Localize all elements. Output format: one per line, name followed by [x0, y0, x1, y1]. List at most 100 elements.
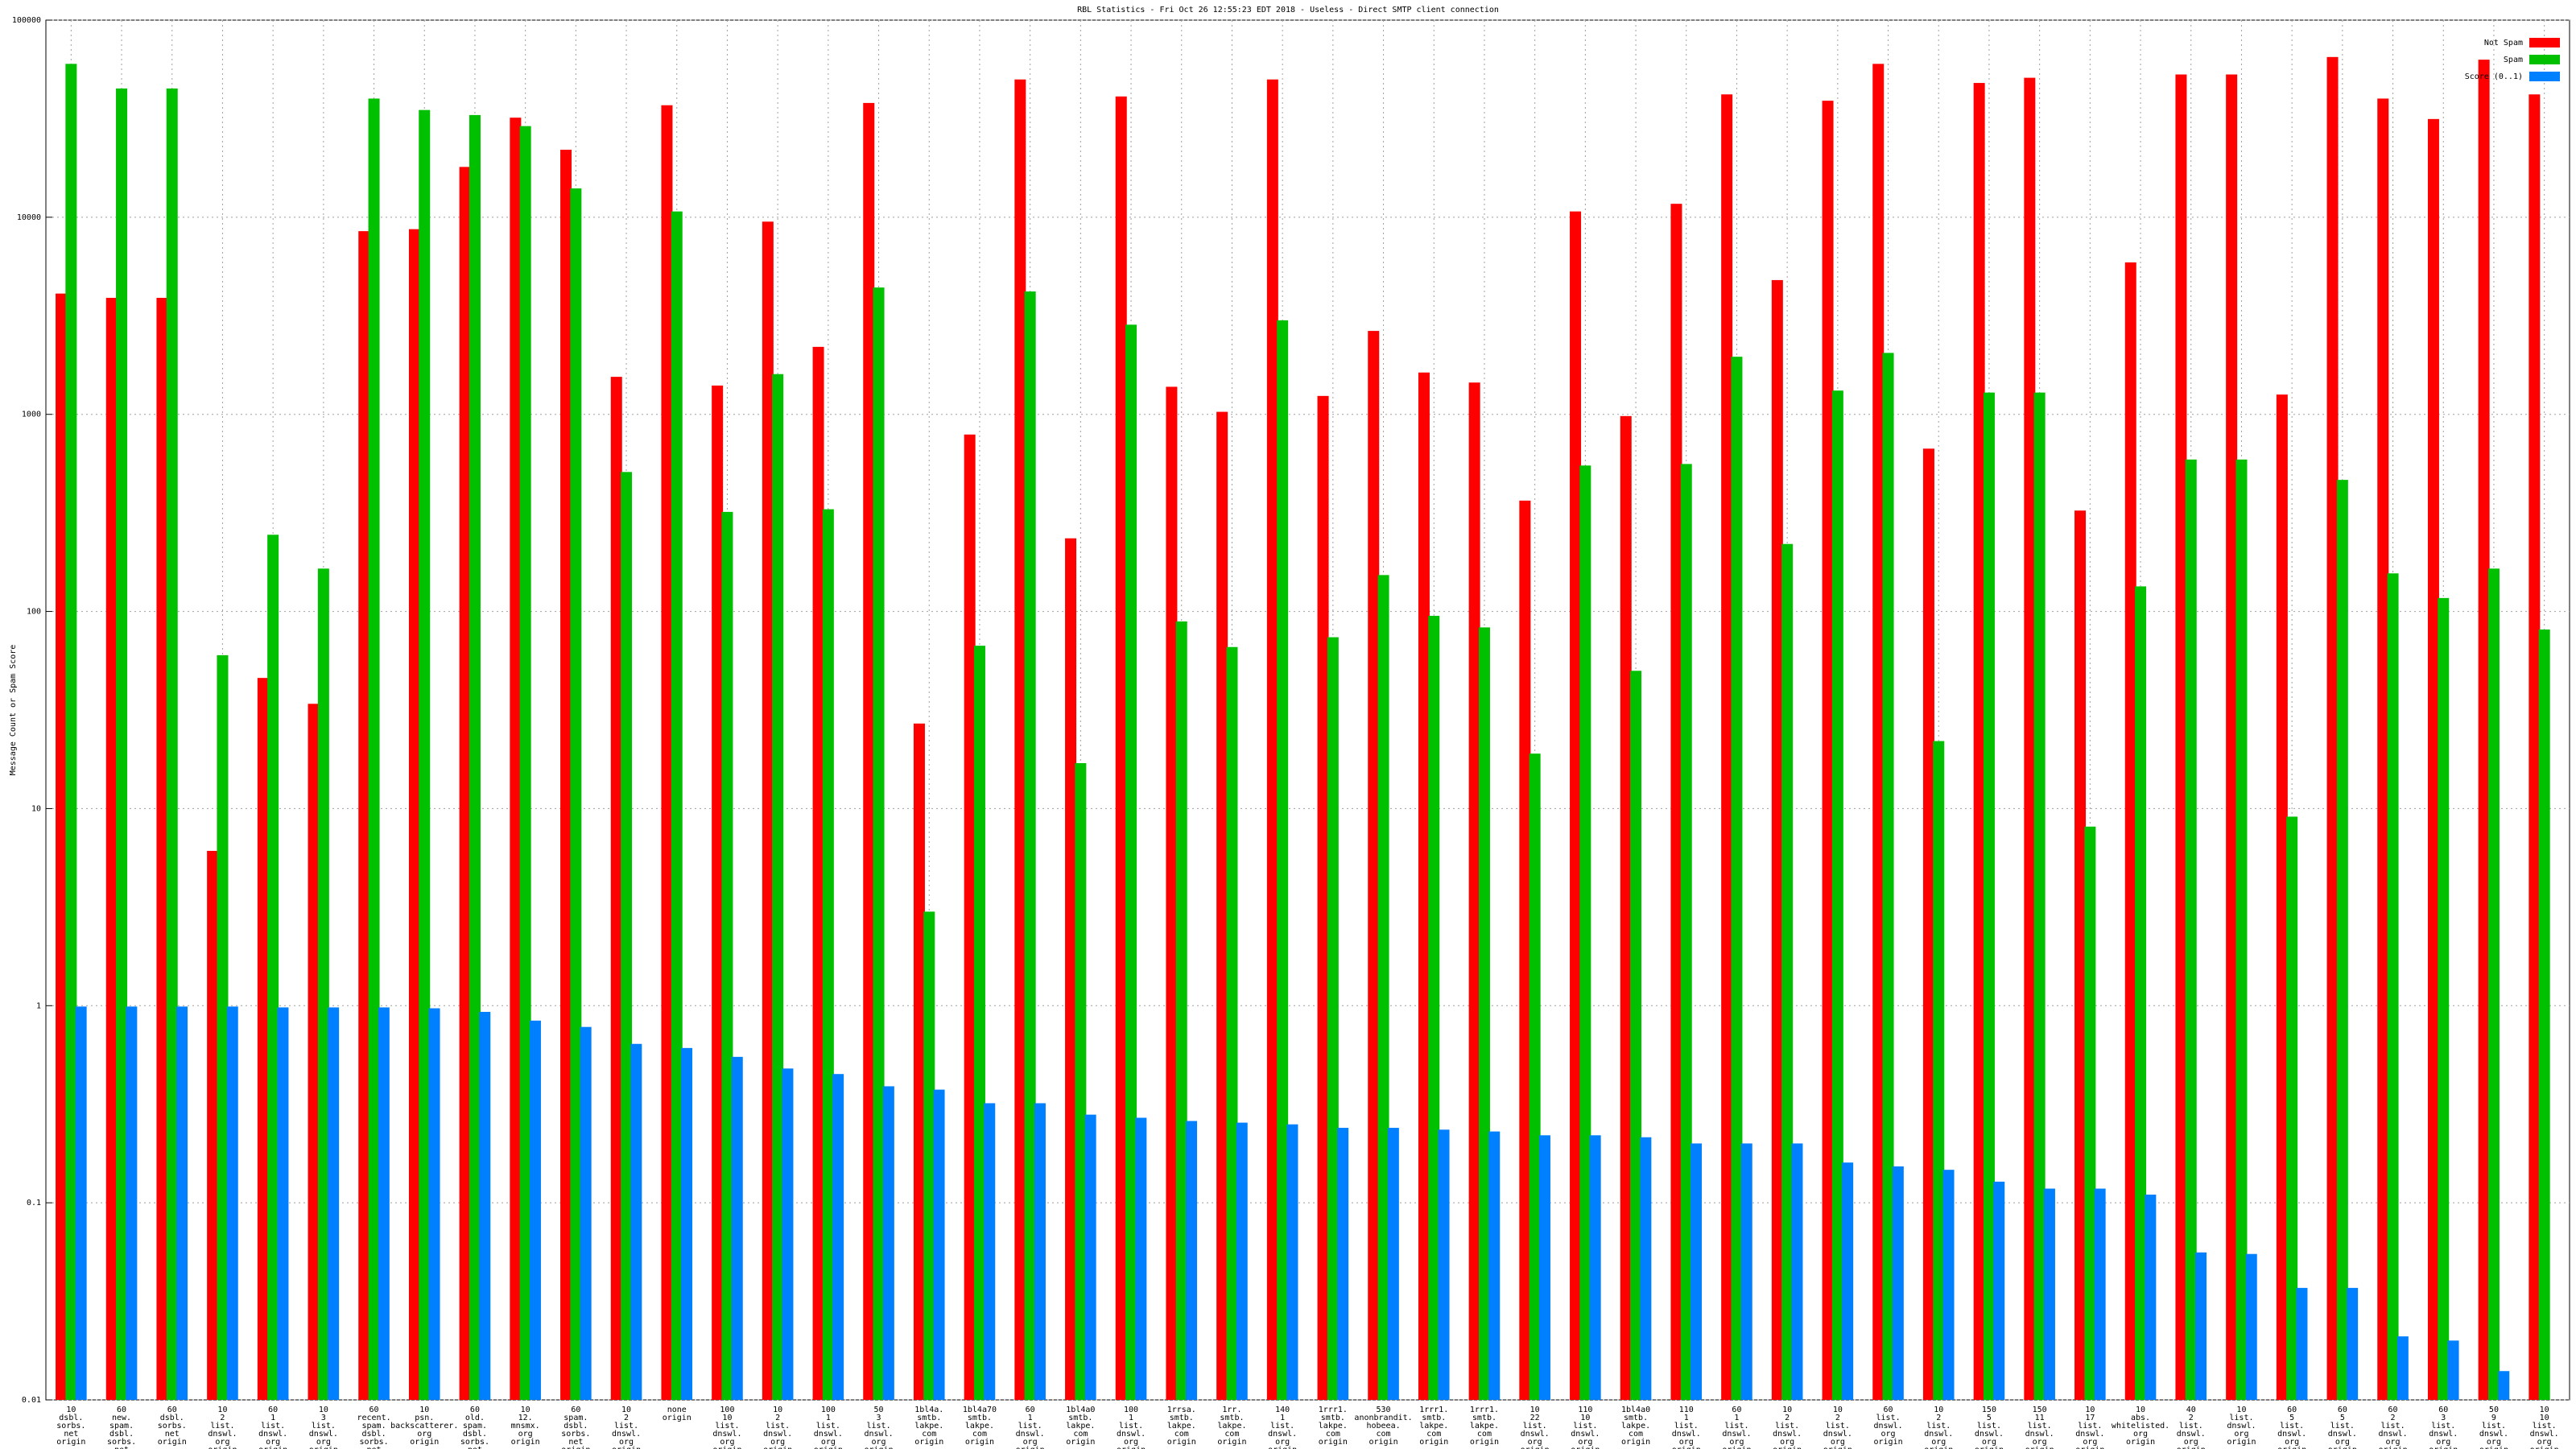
- bar: [1084, 1114, 1096, 1400]
- bar: [661, 105, 673, 1401]
- bar: [1327, 637, 1339, 1400]
- x-tick-label: 1bl4a0 smtb. lakpe. com origin: [1066, 1406, 1095, 1447]
- bar: [1570, 211, 1582, 1400]
- bar: [1771, 279, 1783, 1401]
- bar: [1680, 464, 1692, 1400]
- bar: [1791, 1143, 1803, 1400]
- bar: [923, 911, 935, 1400]
- bar: [1166, 386, 1178, 1401]
- bar: [226, 1006, 238, 1400]
- bar: [2043, 1188, 2055, 1400]
- bar: [2427, 118, 2439, 1400]
- x-tick-label: 10 psn. backscatterer. org origin: [390, 1406, 458, 1447]
- x-tick-label: 1bl4a. smtb. lakpe. com origin: [914, 1406, 943, 1447]
- chart-title: RBL Statistics - Fri Oct 26 12:55:23 EDT…: [1077, 6, 1499, 14]
- bar: [408, 229, 420, 1401]
- bar: [580, 1026, 592, 1400]
- bar: [873, 287, 885, 1401]
- x-tick-label: 530 anonbrandit. hobeea. com origin: [1354, 1406, 1412, 1447]
- bar: [56, 293, 68, 1400]
- y-tick-label: 100000: [12, 16, 41, 25]
- bar: [176, 1006, 188, 1400]
- plot-frame: [45, 19, 2570, 1401]
- bar: [2478, 60, 2490, 1400]
- bar: [529, 1020, 541, 1400]
- bar: [1468, 382, 1480, 1401]
- bar: [1529, 753, 1541, 1400]
- bar: [2347, 1287, 2359, 1400]
- x-tick-label: 1rr. smtb. lakpe. com origin: [1217, 1406, 1246, 1447]
- bar: [2498, 1371, 2510, 1400]
- bar: [1519, 500, 1531, 1400]
- bar: [1640, 1137, 1652, 1400]
- bar: [2084, 826, 2096, 1400]
- bar: [1478, 627, 1490, 1400]
- x-tick-label: 1rrr1. smtb. lakpe. com origin: [1319, 1406, 1348, 1447]
- bar: [2396, 1336, 2409, 1400]
- bar: [1993, 1181, 2005, 1400]
- bar: [1842, 1162, 1854, 1400]
- bar: [1942, 1170, 1955, 1400]
- bar: [328, 1007, 340, 1400]
- bar: [712, 385, 724, 1400]
- bar: [2145, 1195, 2157, 1400]
- bar: [116, 88, 128, 1401]
- bar: [570, 188, 582, 1400]
- bar: [2033, 392, 2046, 1400]
- bar: [812, 346, 824, 1401]
- bar: [65, 64, 77, 1400]
- bar: [1579, 465, 1591, 1400]
- legend-swatch: [2529, 55, 2560, 64]
- bar: [2235, 459, 2248, 1401]
- bar: [1831, 390, 1843, 1400]
- bar: [126, 1006, 138, 1400]
- bar: [75, 1006, 87, 1400]
- bar: [863, 102, 875, 1401]
- bar: [166, 88, 178, 1401]
- x-tick-label: 10 list. dnswl. org origin: [2227, 1406, 2256, 1447]
- y-tick-label: 1: [36, 1001, 41, 1010]
- bar: [984, 1103, 996, 1400]
- bar: [671, 211, 683, 1400]
- y-tick-label: 0.01: [22, 1396, 41, 1405]
- bar: [1872, 64, 1885, 1400]
- bar: [1216, 411, 1228, 1400]
- bar: [1892, 1166, 1904, 1400]
- bar: [1125, 324, 1137, 1400]
- x-tick-label: 1rrr1. smtb. lakpe. com origin: [1470, 1406, 1499, 1447]
- y-tick-label: 0.1: [27, 1199, 41, 1208]
- bar: [459, 167, 471, 1401]
- x-tick-label: 60 list. dnswl. org origin: [1873, 1406, 1902, 1447]
- bar: [1135, 1117, 1147, 1400]
- bar: [762, 221, 774, 1401]
- bar: [1538, 1135, 1550, 1400]
- x-tick-label: 60 dsbl. sorbs. net origin: [158, 1406, 187, 1447]
- bar: [2377, 98, 2389, 1400]
- bar: [368, 98, 380, 1400]
- x-tick-label: 1rrsa. smtb. lakpe. com origin: [1167, 1406, 1196, 1447]
- bar: [358, 231, 370, 1401]
- legend-label: Score (0..1): [2465, 72, 2523, 81]
- bar: [1014, 79, 1026, 1400]
- bar: [2529, 94, 2541, 1400]
- x-tick-label: none origin: [663, 1406, 691, 1422]
- bar: [933, 1089, 945, 1400]
- bar: [1933, 741, 1945, 1400]
- bar: [1368, 331, 1380, 1401]
- bar: [1731, 357, 1743, 1400]
